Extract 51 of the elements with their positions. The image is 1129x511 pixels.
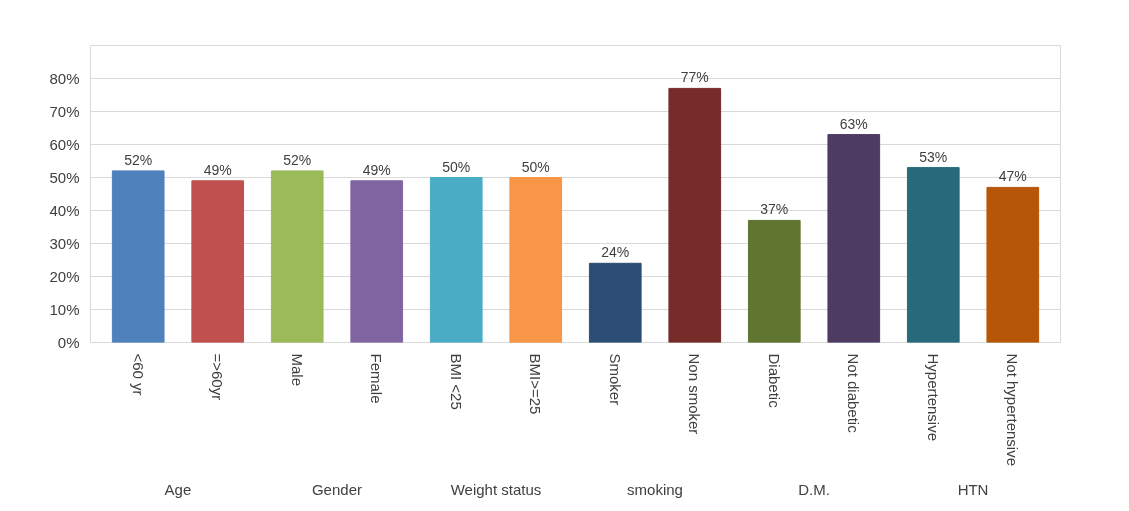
text: Gender [311, 480, 363, 498]
x-tick-label: Hypertensive [924, 353, 942, 442]
bar [509, 177, 563, 343]
bar [429, 177, 483, 343]
data-label: 53% [919, 148, 948, 165]
data-label: 37% [760, 201, 789, 218]
x-tick-label: <60 yr [129, 353, 147, 396]
x-tick-label: =>60yr [209, 353, 227, 401]
y-tick-label: 10% [49, 301, 80, 318]
bar [588, 262, 642, 343]
text: Weight status [450, 480, 542, 498]
x-tick-label: Diabetic [765, 353, 783, 409]
x-tick-label: BMI <25 [447, 353, 465, 410]
bar [986, 186, 1040, 343]
y-tick-label: 80% [49, 70, 80, 87]
bar [350, 180, 404, 343]
bar [668, 87, 722, 343]
text: D.M. [798, 480, 830, 498]
y-tick-label: 40% [49, 202, 80, 219]
text: Age [164, 480, 192, 498]
bar [827, 134, 881, 343]
data-label: 63% [839, 115, 868, 132]
text: HTN [957, 480, 989, 498]
y-tick-label: 50% [49, 169, 80, 186]
bar [191, 180, 245, 343]
x-tick-label: Smoker [606, 353, 624, 406]
x-tick-label: Not hypertensive [1004, 353, 1022, 467]
data-label: 50% [442, 158, 471, 175]
y-tick-label: 60% [49, 136, 80, 153]
y-tick-label: 0% [57, 334, 80, 351]
y-tick-label: 70% [49, 103, 80, 120]
data-label: 49% [362, 161, 391, 178]
y-tick-label: 20% [49, 268, 80, 285]
bar [906, 167, 960, 343]
data-label: 47% [998, 168, 1027, 185]
data-label: 50% [521, 158, 550, 175]
data-label: 52% [283, 151, 312, 168]
data-label: 24% [601, 244, 630, 261]
text: smoking [627, 480, 683, 498]
data-label: 52% [124, 151, 153, 168]
x-tick-label: Female [368, 353, 386, 404]
x-tick-label: Male [288, 353, 306, 387]
x-tick-label: BMI>=25 [527, 353, 545, 415]
bar [270, 170, 324, 343]
y-tick-label: 30% [49, 235, 80, 252]
x-tick-label: Not diabetic [845, 353, 863, 434]
bar [747, 219, 801, 343]
data-label: 77% [680, 69, 709, 86]
data-label: 49% [203, 161, 232, 178]
x-tick-label: Non smoker [686, 353, 704, 435]
bar [111, 170, 165, 343]
